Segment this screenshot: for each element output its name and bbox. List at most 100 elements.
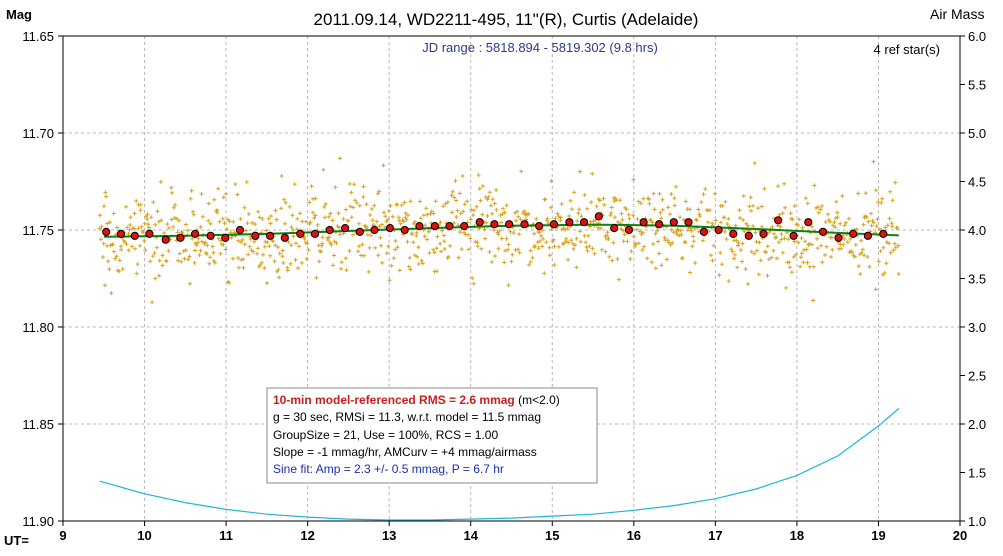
raw-point	[787, 260, 792, 265]
raw-point	[626, 212, 631, 217]
group-point	[774, 216, 783, 225]
raw-point	[133, 246, 137, 251]
raw-point	[169, 217, 174, 222]
raw-point	[125, 225, 130, 230]
raw-point	[718, 250, 723, 255]
raw-point	[825, 212, 830, 217]
raw-point	[896, 272, 901, 276]
group-point	[475, 218, 484, 227]
raw-point	[361, 194, 366, 199]
raw-point	[792, 239, 797, 244]
raw-point	[252, 239, 257, 244]
raw-point	[462, 230, 466, 235]
group-point	[520, 220, 529, 229]
raw-point	[652, 207, 657, 212]
raw-point	[839, 246, 844, 251]
raw-point	[566, 257, 571, 262]
raw-point	[788, 211, 793, 216]
raw-point	[874, 188, 878, 193]
raw-point	[105, 221, 110, 226]
raw-point	[314, 275, 319, 280]
raw-point	[418, 199, 422, 204]
x-tick-label: 20	[953, 528, 967, 543]
raw-point	[416, 245, 421, 250]
group-point	[879, 229, 888, 238]
raw-point	[756, 272, 761, 277]
raw-point	[853, 242, 858, 247]
raw-point	[203, 240, 208, 245]
raw-point	[354, 201, 359, 205]
raw-point	[833, 225, 838, 230]
raw-point	[248, 237, 253, 241]
y-axis-label-right: Air Mass	[930, 6, 984, 22]
raw-point	[810, 224, 814, 229]
raw-point	[253, 222, 258, 227]
raw-point	[321, 167, 326, 172]
raw-point	[367, 245, 372, 250]
raw-point	[164, 259, 169, 264]
y-tick-label-left: 11.75	[22, 223, 54, 238]
raw-point	[726, 279, 731, 284]
raw-point	[713, 191, 717, 196]
raw-point	[369, 207, 374, 211]
raw-point	[501, 206, 505, 211]
raw-point	[426, 229, 431, 234]
raw-point	[664, 257, 669, 262]
raw-point	[703, 187, 708, 191]
raw-point	[390, 214, 395, 219]
raw-point	[101, 241, 106, 246]
raw-point	[830, 247, 835, 252]
raw-point	[338, 232, 342, 237]
raw-point	[570, 207, 574, 212]
raw-point	[775, 256, 779, 261]
raw-point	[425, 212, 430, 217]
raw-point	[548, 205, 553, 210]
raw-point	[588, 219, 593, 224]
raw-point	[434, 269, 439, 274]
raw-point	[619, 211, 624, 216]
raw-point	[680, 255, 685, 260]
raw-point	[603, 249, 608, 254]
raw-point	[786, 237, 791, 242]
raw-point	[514, 218, 518, 223]
group-point	[834, 233, 843, 242]
raw-point	[158, 179, 163, 184]
raw-point	[247, 244, 252, 249]
raw-point	[310, 210, 315, 215]
raw-point	[193, 248, 197, 253]
raw-point	[489, 260, 494, 264]
raw-point	[329, 242, 334, 247]
raw-point	[779, 232, 784, 237]
raw-point	[816, 210, 821, 215]
y-tick-label-left: 11.90	[22, 514, 54, 529]
raw-point	[518, 217, 523, 222]
raw-point	[666, 205, 671, 210]
raw-point	[189, 188, 194, 193]
svg-text:10-min model-referenced RMS =: 10-min model-referenced RMS = 2.6 mmag (…	[273, 393, 560, 407]
raw-point	[357, 203, 362, 208]
raw-point	[528, 259, 533, 264]
raw-point	[782, 181, 787, 186]
stats-box-frame	[266, 387, 598, 484]
raw-point	[517, 250, 522, 255]
raw-point	[162, 231, 166, 235]
raw-point	[749, 249, 754, 254]
raw-point	[759, 224, 764, 229]
raw-point	[804, 247, 809, 252]
raw-point	[208, 255, 213, 260]
raw-point	[880, 196, 885, 201]
raw-point	[618, 198, 622, 203]
raw-point	[659, 263, 664, 268]
raw-point	[803, 239, 808, 244]
raw-point	[167, 226, 171, 230]
raw-point	[111, 211, 116, 216]
y-tick-label-right: 4.0	[968, 223, 986, 238]
raw-point	[483, 236, 488, 241]
raw-point	[299, 260, 304, 265]
raw-point	[752, 161, 757, 166]
raw-point	[433, 199, 438, 204]
raw-point	[565, 226, 570, 231]
raw-point	[636, 199, 641, 204]
raw-point	[884, 261, 889, 266]
raw-point	[361, 184, 366, 189]
